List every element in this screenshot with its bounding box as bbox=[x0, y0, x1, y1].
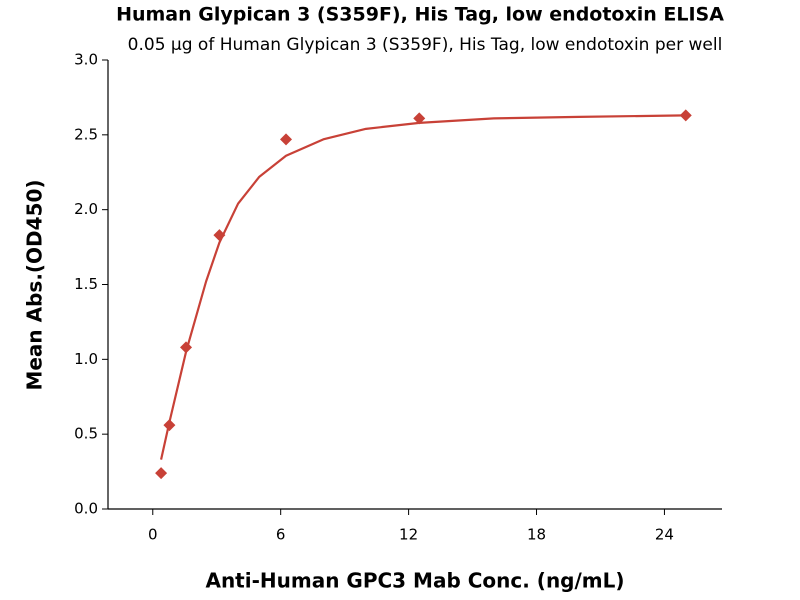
y-tick-label: 0.5 bbox=[74, 425, 98, 443]
data-point bbox=[280, 133, 293, 146]
y-tick-label: 1.0 bbox=[74, 350, 98, 368]
y-tick-label: 1.5 bbox=[74, 275, 98, 293]
data-point bbox=[413, 112, 426, 125]
x-tick-label: 24 bbox=[655, 526, 674, 544]
y-axis-label: Mean Abs.(OD450) bbox=[23, 179, 47, 390]
chart-subtitle: 0.05 μg of Human Glypican 3 (S359F), His… bbox=[128, 35, 723, 55]
data-point bbox=[155, 467, 168, 480]
y-tick-label: 2.0 bbox=[74, 200, 98, 218]
x-tick-label: 18 bbox=[527, 526, 546, 544]
x-tick-label: 6 bbox=[276, 526, 286, 544]
data-point bbox=[180, 341, 193, 354]
fit-curve bbox=[160, 114, 686, 460]
x-tick-label: 0 bbox=[148, 526, 158, 544]
y-tick-label: 0.0 bbox=[74, 500, 98, 518]
data-point bbox=[679, 109, 692, 122]
data-point bbox=[163, 419, 176, 432]
y-tick-label: 2.5 bbox=[74, 125, 98, 143]
y-tick-label: 3.0 bbox=[74, 51, 98, 69]
chart-title: Human Glypican 3 (S359F), His Tag, low e… bbox=[116, 4, 724, 26]
x-tick-label: 12 bbox=[399, 526, 418, 544]
data-point bbox=[213, 229, 226, 242]
x-axis-label: Anti-Human GPC3 Mab Conc. (ng/mL) bbox=[205, 569, 624, 593]
